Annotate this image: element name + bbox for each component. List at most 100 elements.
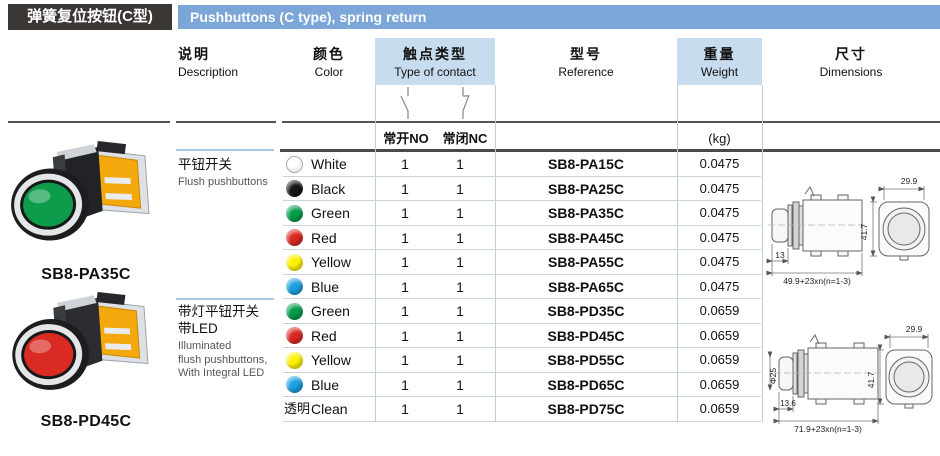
column-separator (762, 85, 763, 422)
table-row: 透明 Clean 1 1 SB8-PD75C 0.0659 (283, 397, 761, 422)
dimensions-header-zh: 尺寸 (835, 46, 867, 62)
table-row: Green 1 1 SB8-PD35C 0.0659 (283, 299, 761, 324)
color-swatch (286, 327, 303, 344)
reference-code: SB8-PD75C (547, 401, 625, 417)
nc-contact-count: 1 (456, 327, 464, 344)
dim-total-length-2: 71.9+23xn(n=1-3) (794, 424, 862, 434)
product-photo-flush-pushbutton (11, 141, 150, 241)
no-contact-count: 1 (401, 205, 409, 221)
column-header-description: 说明 Description (178, 44, 238, 79)
color-swatch (286, 278, 303, 295)
reference-code: SB8-PD35C (547, 303, 625, 319)
nc-contact-count: 1 (456, 401, 464, 417)
nc-contact-count: 1 (456, 180, 464, 197)
column-header-color: 颜色 Color (283, 44, 375, 79)
color-header-en: Color (314, 65, 344, 79)
weight-value: 0.0475 (699, 278, 740, 294)
color-swatch (286, 351, 303, 369)
table-row: Green 1 1 SB8-PA35C 0.0475 (283, 201, 761, 226)
nc-contact-count: 1 (456, 229, 464, 246)
subheader-nc: 常闭NC (442, 131, 488, 146)
group1-description: 平钮开关 Flush pushbuttons (178, 156, 282, 190)
table-row: Red 1 1 SB8-PA45C 0.0475 (283, 226, 761, 251)
column-separator (375, 85, 376, 422)
weight-value: 0.0659 (699, 376, 740, 392)
page-title-en: Pushbuttons (C type), spring return (178, 5, 940, 29)
color-swatch (286, 253, 303, 271)
table-row: Yellow 1 1 SB8-PA55C 0.0475 (283, 250, 761, 275)
description-header-zh: 说明 (178, 46, 210, 62)
row-divider (283, 249, 761, 250)
group2-description: 带灯平钮开关 带LED Illuminated flush pushbutton… (178, 303, 282, 381)
column-separator (495, 85, 496, 422)
dimensions-header-en: Dimensions (819, 65, 883, 79)
color-name: Red (311, 229, 337, 246)
no-contact-count: 1 (401, 401, 409, 417)
reference-code: SB8-PD45C (547, 327, 625, 344)
contact-header-en: Type of contact (394, 65, 476, 79)
color-swatch (286, 229, 303, 246)
color-swatch (286, 302, 303, 320)
group2-accent-line (176, 298, 274, 300)
group1-description-en: Flush pushbuttons (178, 176, 268, 188)
nc-contact-count: 1 (456, 303, 464, 319)
group2-description-en: Illuminated flush pushbuttons, With Inte… (178, 340, 268, 379)
row-divider (283, 298, 761, 299)
page-title-zh: 弹簧复位按钮(C型) (8, 4, 172, 30)
color-label-zh: 透明 (284, 401, 311, 416)
column-header-weight: 重量 Weight (677, 38, 762, 85)
product-model-1: SB8-PA35C (41, 266, 131, 283)
color-name: Yellow (311, 352, 351, 368)
row-divider (283, 371, 761, 373)
weight-value: 0.0475 (699, 156, 740, 171)
reference-header-zh: 型号 (570, 46, 602, 62)
table-row: Blue 1 1 SB8-PD65C 0.0659 (283, 373, 761, 398)
dim-cap-depth-2: 13.6 (780, 399, 796, 408)
color-swatch (286, 180, 303, 197)
nc-contact-count: 1 (456, 376, 464, 393)
table-row: Black 1 1 SB8-PA25C 0.0475 (283, 177, 761, 202)
dim-front-height-2: 41.7 (866, 371, 876, 388)
no-contact-count: 1 (401, 327, 409, 344)
nc-contact-count: 1 (456, 254, 464, 270)
rule-line (8, 121, 170, 123)
group1-description-zh: 平钮开关 (178, 157, 232, 172)
no-contact-count: 1 (401, 278, 409, 295)
group2-description-zh: 带灯平钮开关 带LED (178, 304, 259, 336)
reference-header-en: Reference (558, 65, 614, 79)
no-contact-count: 1 (401, 229, 409, 246)
row-divider (283, 200, 761, 201)
rule-line (176, 121, 276, 123)
no-contact-count: 1 (401, 254, 409, 270)
column-header-dimensions: 尺寸 Dimensions (762, 44, 940, 79)
weight-value: 0.0475 (699, 180, 740, 196)
nc-contact-symbol (462, 87, 470, 119)
dim-front-width-2: 29.9 (906, 324, 923, 334)
reference-code: SB8-PA65C (548, 278, 624, 295)
table-row: Yellow 1 1 SB8-PD55C 0.0659 (283, 348, 761, 373)
description-header-en: Description (178, 65, 239, 79)
nc-contact-count: 1 (456, 352, 464, 368)
product-model-2: SB8-PD45C (40, 413, 132, 430)
reference-code: SB8-PA55C (548, 254, 624, 270)
column-header-reference: 型号 Reference (495, 44, 677, 79)
reference-code: SB8-PA25C (548, 180, 624, 197)
nc-contact-count: 1 (456, 278, 464, 295)
reference-code: SB8-PA45C (548, 229, 624, 246)
dim-cap-depth-1: 13 (775, 250, 785, 260)
dim-front-width-1: 29.9 (901, 176, 918, 186)
color-swatch (286, 155, 303, 173)
color-name: Blue (311, 278, 340, 295)
weight-header-en: Weight (700, 65, 739, 79)
weight-value: 0.0475 (699, 229, 740, 245)
reference-code: SB8-PA35C (548, 205, 624, 221)
weight-value: 0.0475 (699, 254, 740, 269)
nc-contact-count: 1 (456, 205, 464, 221)
color-name: Clean (311, 401, 348, 417)
weight-value: 0.0659 (699, 401, 740, 416)
contact-header-zh: 触点类型 (403, 46, 467, 62)
column-separator (677, 85, 678, 422)
color-header-zh: 颜色 (313, 46, 345, 62)
group1-accent-line (176, 149, 274, 151)
no-contact-count: 1 (401, 180, 409, 197)
